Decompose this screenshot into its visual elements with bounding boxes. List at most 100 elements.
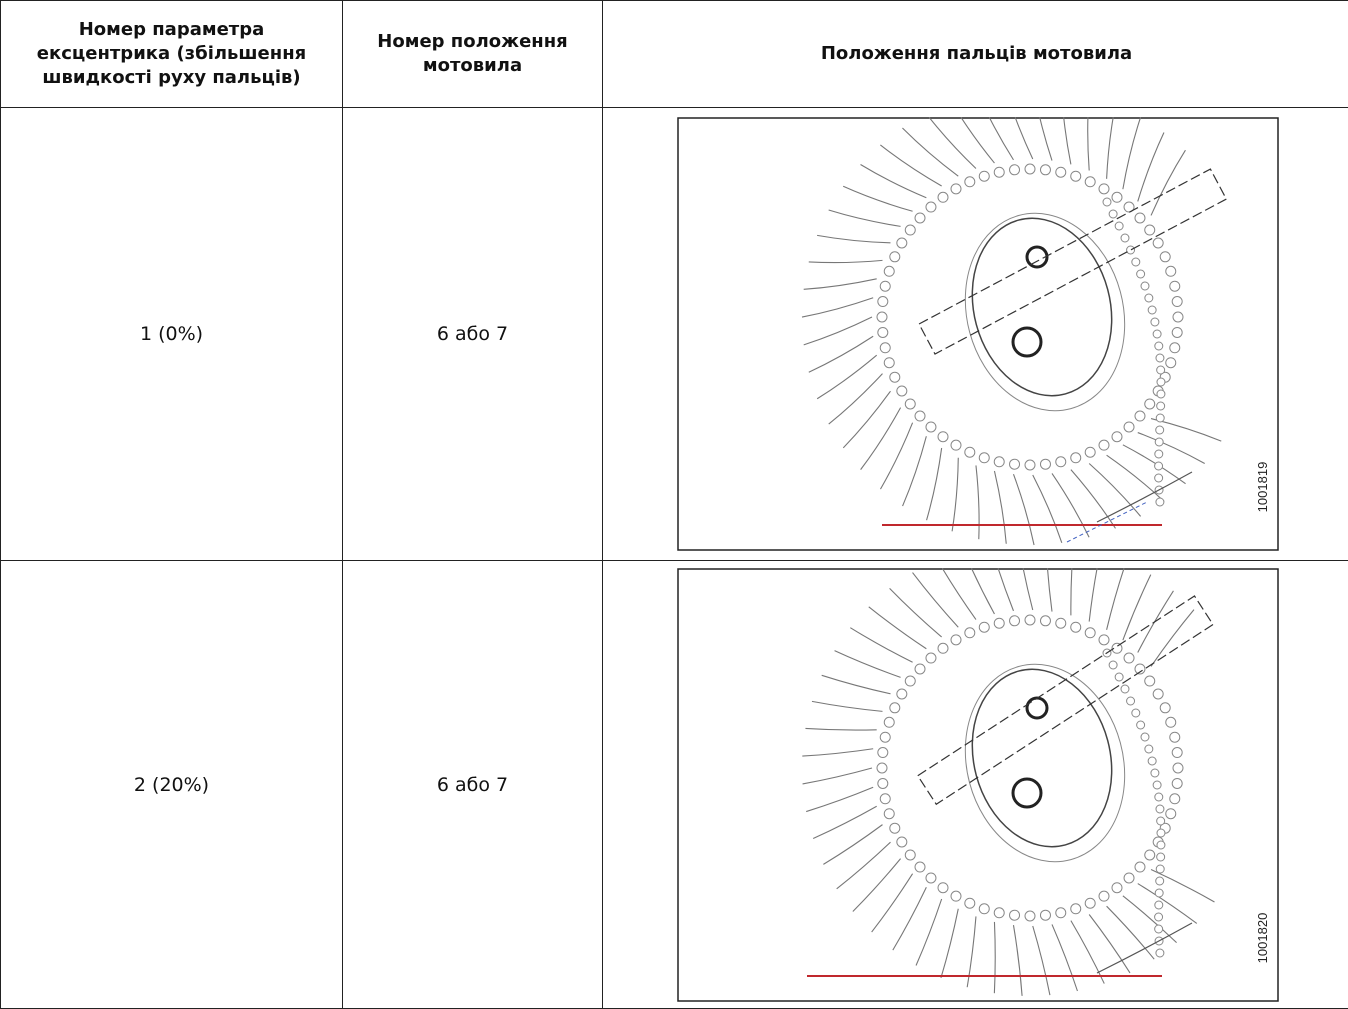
ring-bead bbox=[897, 386, 907, 396]
ring-bead bbox=[938, 192, 948, 202]
chain-bead bbox=[1153, 330, 1161, 338]
ring-bead bbox=[926, 422, 936, 432]
ring-bead bbox=[1056, 618, 1066, 628]
ring-bead bbox=[1040, 910, 1050, 920]
ring-bead bbox=[951, 891, 961, 901]
row: 1 (0%) 6 або 7 1001819 bbox=[1, 108, 1348, 561]
ring-bead bbox=[905, 849, 915, 859]
ring-bead bbox=[965, 898, 975, 908]
ring-bead bbox=[1040, 615, 1050, 625]
header-row: Номер параметра ексцентрика (збільшення … bbox=[1, 1, 1348, 108]
ring-bead bbox=[1166, 266, 1176, 276]
ring-bead bbox=[1135, 862, 1145, 872]
ring-bead bbox=[897, 689, 907, 699]
chain-bead bbox=[1137, 270, 1145, 278]
ring-bead bbox=[890, 252, 900, 262]
ring-bead bbox=[1153, 689, 1163, 699]
ring-bead bbox=[877, 763, 887, 773]
ring-bead bbox=[880, 732, 890, 742]
ring-bead bbox=[1166, 358, 1176, 368]
figure-id: 1001820 bbox=[1255, 912, 1270, 963]
cell: 2 (20%) bbox=[1, 561, 343, 1009]
chain-bead bbox=[1156, 949, 1164, 957]
ring-bead bbox=[1172, 327, 1182, 337]
ring-bead bbox=[1071, 171, 1081, 181]
ring-bead bbox=[884, 266, 894, 276]
ring-bead bbox=[1112, 432, 1122, 442]
ring-bead bbox=[951, 440, 961, 450]
chain-bead bbox=[1141, 282, 1149, 290]
chain-bead bbox=[1156, 414, 1164, 422]
ring-bead bbox=[915, 213, 925, 223]
chain-bead bbox=[1157, 853, 1165, 861]
ring-bead bbox=[878, 327, 888, 337]
figure-id: 1001819 bbox=[1255, 462, 1270, 513]
ring-bead bbox=[1040, 165, 1050, 175]
ring-bead bbox=[1172, 297, 1182, 307]
chain-bead bbox=[1132, 258, 1140, 266]
ring-bead bbox=[1124, 872, 1134, 882]
ring-bead bbox=[878, 778, 888, 788]
ring-bead bbox=[926, 202, 936, 212]
ring-bead bbox=[1145, 676, 1155, 686]
header-text: Номер параметра ексцентрика (збільшення … bbox=[12, 18, 332, 90]
chain-bead bbox=[1109, 661, 1117, 669]
chain-bead bbox=[1155, 474, 1163, 482]
chain-bead bbox=[1155, 450, 1163, 458]
ring-bead bbox=[994, 457, 1004, 467]
ring-bead bbox=[979, 171, 989, 181]
ring-bead bbox=[915, 663, 925, 673]
ring-bead bbox=[979, 622, 989, 632]
figure-frame bbox=[678, 569, 1278, 1001]
chain-bead bbox=[1115, 222, 1123, 230]
chain-bead bbox=[1145, 745, 1153, 753]
cell: 6 або 7 bbox=[343, 561, 603, 1009]
ring-bead bbox=[1145, 225, 1155, 235]
ring-bead bbox=[884, 717, 894, 727]
chain-bead bbox=[1151, 769, 1159, 777]
ring-bead bbox=[1099, 184, 1109, 194]
chain-bead bbox=[1103, 198, 1111, 206]
ring-bead bbox=[1010, 165, 1020, 175]
chain-bead bbox=[1121, 685, 1129, 693]
chain-bead bbox=[1156, 354, 1164, 362]
chain-bead bbox=[1156, 426, 1164, 434]
header-text: Номер положення мотовила bbox=[363, 30, 583, 78]
ring-bead bbox=[965, 447, 975, 457]
ring-bead bbox=[938, 643, 948, 653]
chain-bead bbox=[1156, 498, 1164, 506]
chain-bead bbox=[1115, 673, 1123, 681]
ring-bead bbox=[905, 676, 915, 686]
chain-bead bbox=[1127, 246, 1135, 254]
ring-bead bbox=[1112, 192, 1122, 202]
ring-bead bbox=[1071, 453, 1081, 463]
chain-bead bbox=[1137, 721, 1145, 729]
cell: 1 (0%) bbox=[1, 108, 343, 561]
ring-bead bbox=[1160, 702, 1170, 712]
ring-bead bbox=[951, 634, 961, 644]
chain-bead bbox=[1157, 841, 1165, 849]
ring-bead bbox=[905, 225, 915, 235]
ring-bead bbox=[1099, 440, 1109, 450]
ring-bead bbox=[880, 793, 890, 803]
chain-bead bbox=[1157, 366, 1165, 374]
ring-bead bbox=[897, 837, 907, 847]
ring-bead bbox=[890, 823, 900, 833]
ring-bead bbox=[1135, 213, 1145, 223]
chain-bead bbox=[1155, 889, 1163, 897]
ring-bead bbox=[1170, 281, 1180, 291]
ring-bead bbox=[965, 627, 975, 637]
ring-bead bbox=[1112, 882, 1122, 892]
ring-bead bbox=[1170, 732, 1180, 742]
ring-bead bbox=[1056, 907, 1066, 917]
ring-bead bbox=[1172, 747, 1182, 757]
ring-bead bbox=[1040, 459, 1050, 469]
chain-bead bbox=[1156, 805, 1164, 813]
ring-bead bbox=[1173, 312, 1183, 322]
chain-bead bbox=[1156, 877, 1164, 885]
ring-bead bbox=[1135, 411, 1145, 421]
chain-bead bbox=[1127, 697, 1135, 705]
ring-bead bbox=[979, 903, 989, 913]
